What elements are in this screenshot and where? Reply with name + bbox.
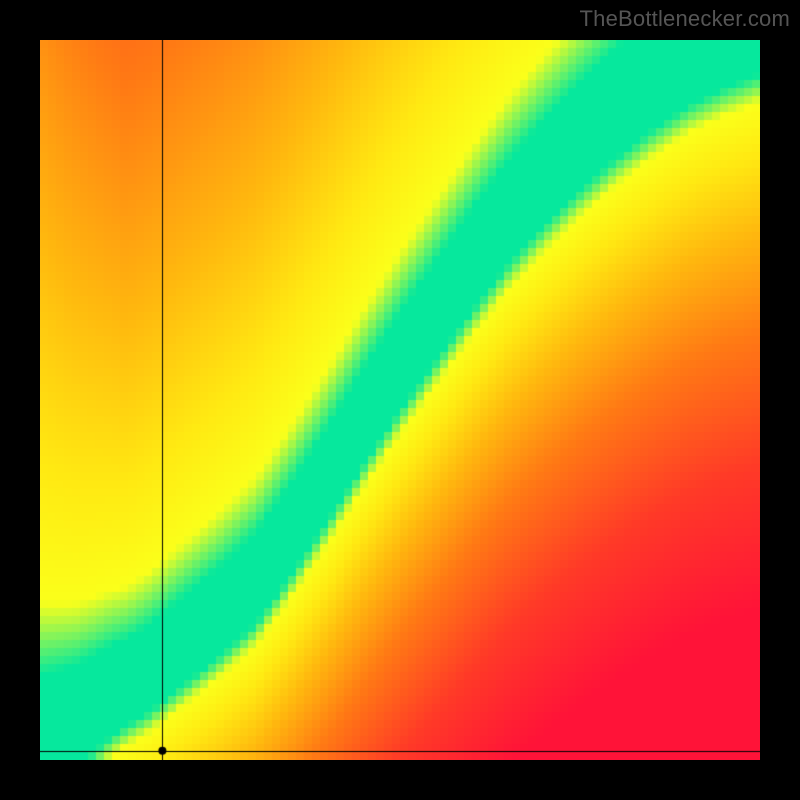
heatmap-canvas [40,40,760,760]
bottleneck-heatmap [40,40,760,760]
watermark-text: TheBottlenecker.com [580,6,790,32]
